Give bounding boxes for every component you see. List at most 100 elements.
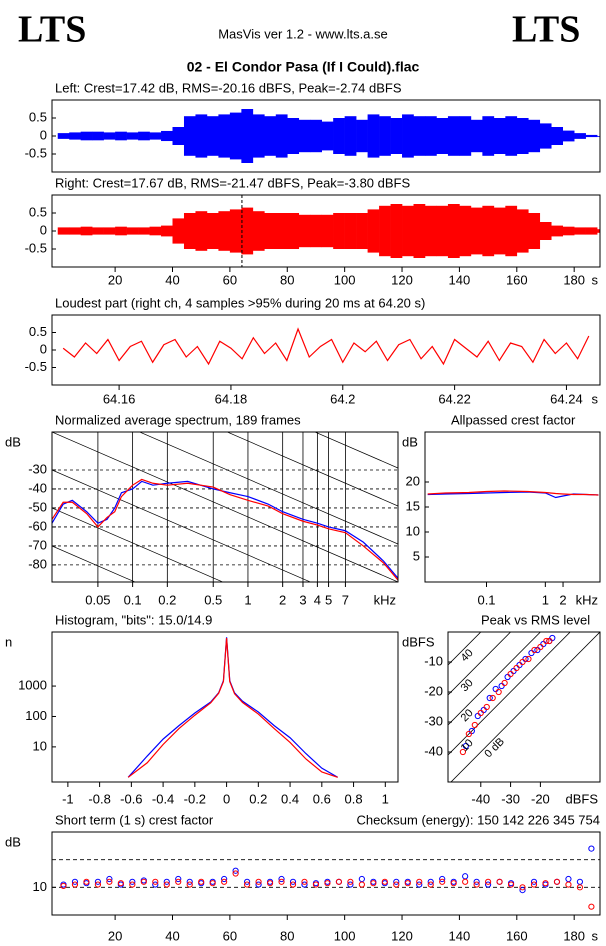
x-tick-label: 5 <box>325 592 332 607</box>
waveform-segment <box>298 119 311 153</box>
point <box>416 878 423 885</box>
waveform-segment <box>103 227 116 235</box>
axes-frame <box>51 99 601 173</box>
y-tick-label: 5 <box>413 548 420 563</box>
y-tick-label: 10 <box>33 738 47 753</box>
x-tick-label: 40 <box>165 272 179 287</box>
y-tick-label: -70 <box>28 537 47 552</box>
point <box>519 884 526 891</box>
point <box>516 661 523 669</box>
point <box>471 721 478 729</box>
panel-title: Left: Crest=17.42 dB, RMS=-20.16 dBFS, P… <box>55 80 402 95</box>
waveform-segment <box>103 132 116 140</box>
x-tick-label: 100 <box>334 928 356 943</box>
point <box>278 878 285 885</box>
waveform-segment <box>344 116 357 156</box>
y-tick-label: 1000 <box>18 678 47 693</box>
axes-frame <box>51 194 601 268</box>
y-tick-label: -10 <box>424 653 443 668</box>
x-tick-label: 0.8 <box>345 791 363 806</box>
point <box>439 875 446 883</box>
x-tick-label: -0.2 <box>184 791 206 806</box>
panel-title: Short term (1 s) crest factor <box>55 812 214 827</box>
waveform-segment <box>424 205 437 257</box>
x-tick-label: 0.4 <box>281 791 299 806</box>
y-tick-label: 0 <box>40 222 47 237</box>
point <box>416 881 423 888</box>
x-tick-label: 60 <box>223 272 237 287</box>
waveform-segment <box>528 119 541 153</box>
point <box>221 878 228 885</box>
point <box>266 880 274 887</box>
point <box>507 881 515 888</box>
x-tick-label: 1 <box>382 791 389 806</box>
x-tick-label: 160 <box>506 928 528 943</box>
point <box>393 878 400 885</box>
x-tick-label: 120 <box>391 928 413 943</box>
point <box>465 730 472 738</box>
point <box>347 878 354 885</box>
y-tick-label: -40 <box>28 480 47 495</box>
axes-frame <box>424 431 601 583</box>
y-tick-label: -0.5 <box>25 145 47 160</box>
point <box>473 881 480 888</box>
waveform-segment <box>287 213 300 249</box>
waveform-segment <box>551 225 564 237</box>
panel-title: Peak vs RMS level <box>481 612 590 627</box>
x-tick-label: 2 <box>279 592 286 607</box>
y-tick-label: 15 <box>406 498 420 513</box>
panel <box>52 242 398 772</box>
panel-title: Histogram, "bits": 15.0/14.9 <box>55 612 212 627</box>
x-tick-label: 180 <box>563 272 585 287</box>
point <box>513 664 520 672</box>
x-tick-label: 0.5 <box>204 592 222 607</box>
waveform-segment <box>585 134 598 138</box>
waveform-segment <box>115 131 127 141</box>
waveform-segment <box>367 209 380 253</box>
point <box>129 881 136 888</box>
waveform-segment <box>218 211 231 251</box>
series-line <box>52 480 398 579</box>
point <box>71 881 79 888</box>
point <box>301 878 308 885</box>
waveform-segment <box>275 213 288 249</box>
point <box>255 881 262 888</box>
reference-slope <box>52 242 398 392</box>
y-tick-label: -30 <box>28 461 47 476</box>
waveform-segment <box>92 131 104 141</box>
point <box>163 878 170 885</box>
point <box>519 887 526 894</box>
crest-line-label: 0 dB <box>482 736 506 760</box>
x-tick-label: 160 <box>506 272 528 287</box>
waveform-segment <box>367 114 380 158</box>
x-tick-label: -0.8 <box>88 791 110 806</box>
point <box>347 881 354 888</box>
point <box>542 880 549 887</box>
y-tick-label: -0.5 <box>25 240 47 255</box>
waveform-segment <box>252 114 265 158</box>
x-tick-label: 0.1 <box>124 592 142 607</box>
waveform-segment <box>206 213 219 249</box>
x-tick-label: -0.6 <box>120 791 142 806</box>
x-tick-label: 1 <box>542 592 549 607</box>
point <box>152 878 159 885</box>
waveform-segment <box>195 211 208 251</box>
point <box>498 682 505 690</box>
point <box>462 742 469 750</box>
point <box>546 637 553 645</box>
waveform-segment <box>229 209 242 253</box>
x-tick-label: -30 <box>501 791 520 806</box>
reference-slope <box>52 622 398 772</box>
x-unit: s <box>592 928 599 943</box>
waveform-segment <box>172 218 185 244</box>
x-unit: kHz <box>576 592 598 607</box>
point <box>496 878 503 885</box>
waveform-segment <box>482 116 495 156</box>
point <box>83 878 90 885</box>
point <box>588 845 595 852</box>
x-tick-label: 0 <box>223 791 230 806</box>
waveform-segment <box>470 119 483 153</box>
x-tick-label: 1 <box>244 592 251 607</box>
x-tick-label: 64.16 <box>103 391 136 406</box>
